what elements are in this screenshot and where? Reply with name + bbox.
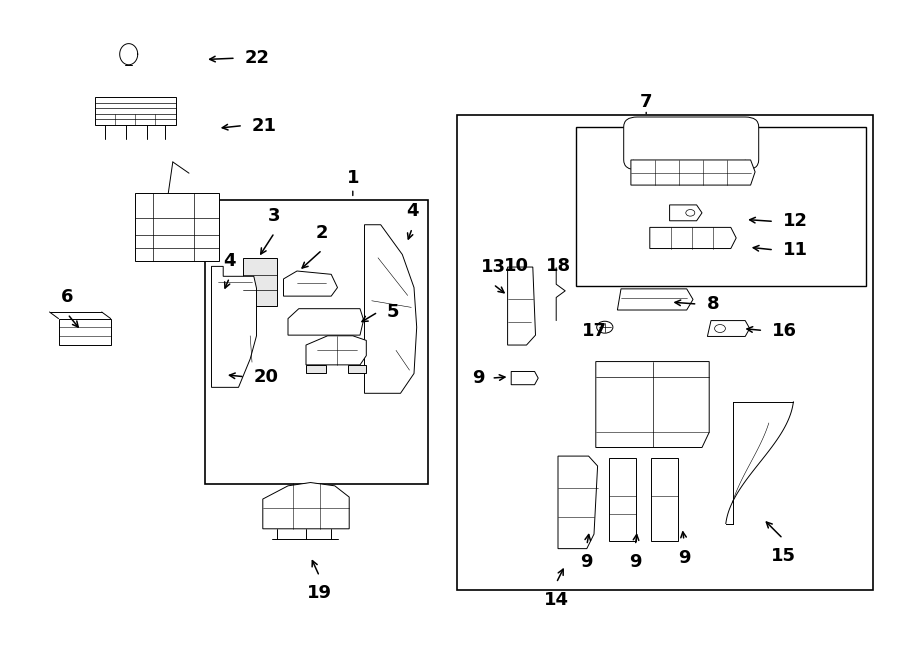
- Polygon shape: [288, 309, 364, 335]
- Text: 20: 20: [254, 368, 279, 386]
- Polygon shape: [348, 365, 366, 373]
- Polygon shape: [306, 365, 326, 373]
- Polygon shape: [212, 266, 256, 387]
- Polygon shape: [284, 271, 338, 296]
- Text: 6: 6: [61, 288, 74, 306]
- Text: 19: 19: [307, 584, 332, 602]
- Text: 13: 13: [481, 258, 506, 276]
- Text: 1: 1: [346, 169, 359, 188]
- Polygon shape: [243, 258, 277, 306]
- Text: 2: 2: [316, 224, 328, 242]
- Polygon shape: [558, 456, 598, 549]
- Bar: [457, 115, 873, 590]
- Circle shape: [597, 321, 613, 333]
- Polygon shape: [631, 160, 755, 185]
- Text: 10: 10: [504, 256, 529, 275]
- Polygon shape: [670, 205, 702, 221]
- Text: 9: 9: [472, 369, 484, 387]
- Polygon shape: [135, 193, 219, 261]
- Text: 15: 15: [770, 547, 796, 564]
- Polygon shape: [364, 225, 417, 393]
- Text: 21: 21: [252, 116, 277, 135]
- Text: 8: 8: [706, 295, 719, 313]
- Text: 4: 4: [223, 252, 236, 270]
- Polygon shape: [651, 458, 678, 541]
- Circle shape: [686, 210, 695, 216]
- Text: 14: 14: [544, 591, 569, 609]
- Text: 12: 12: [783, 212, 808, 231]
- Polygon shape: [707, 321, 750, 336]
- Polygon shape: [617, 289, 693, 310]
- Polygon shape: [596, 362, 709, 447]
- Polygon shape: [263, 483, 349, 529]
- Text: 3: 3: [268, 207, 281, 225]
- Bar: [576, 127, 866, 286]
- FancyBboxPatch shape: [624, 117, 759, 170]
- Text: 9: 9: [678, 549, 690, 566]
- Text: 18: 18: [545, 256, 571, 275]
- Polygon shape: [609, 458, 636, 541]
- Text: 16: 16: [772, 321, 797, 340]
- Polygon shape: [511, 371, 538, 385]
- Text: 9: 9: [629, 553, 642, 571]
- Text: 22: 22: [245, 49, 270, 67]
- Text: 5: 5: [387, 303, 400, 321]
- Text: 11: 11: [783, 241, 808, 259]
- Text: 9: 9: [580, 553, 593, 571]
- Text: 7: 7: [640, 93, 652, 112]
- Bar: [205, 200, 428, 484]
- Text: 17: 17: [581, 321, 607, 340]
- Polygon shape: [58, 319, 111, 345]
- Polygon shape: [650, 227, 736, 249]
- Text: 4: 4: [406, 202, 419, 220]
- Polygon shape: [508, 267, 536, 345]
- Polygon shape: [306, 336, 366, 365]
- Circle shape: [715, 325, 725, 332]
- Polygon shape: [94, 97, 176, 125]
